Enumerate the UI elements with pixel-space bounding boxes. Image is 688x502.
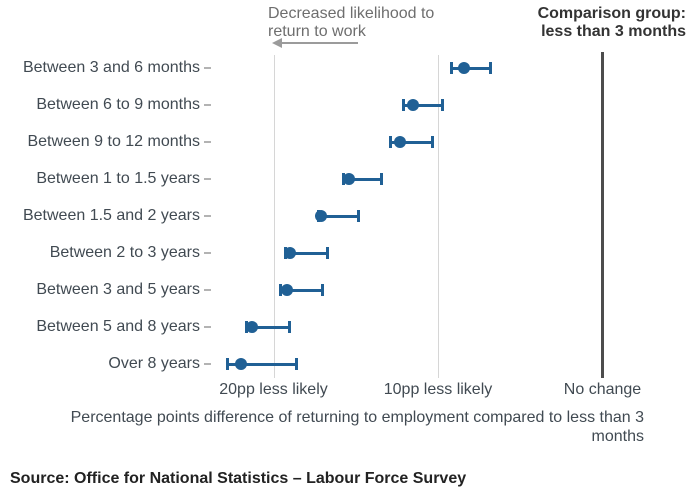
source-note: Source: Office for National Statistics –… [10, 470, 467, 487]
category-tick [204, 289, 211, 291]
category-tick [204, 363, 211, 365]
category-label: Between 9 to 12 months [27, 133, 200, 150]
ci-cap-low [341, 173, 345, 185]
ci-cap-high [488, 62, 492, 74]
category-tick [204, 104, 211, 106]
ci-cap-high [431, 136, 435, 148]
x-tick-label: No change [563, 381, 642, 398]
ci-cap-high [320, 284, 324, 296]
ci-whisker [403, 103, 443, 107]
ci-cap-high [287, 321, 291, 333]
ci-cap-high [380, 173, 384, 185]
left-arrow-line [281, 42, 358, 44]
annotation-line-2: return to work [268, 23, 366, 40]
x-axis-title-line-1: Percentage points difference of returnin… [70, 409, 644, 426]
data-point [234, 358, 247, 370]
category-tick [204, 67, 211, 69]
category-tick [204, 178, 211, 180]
ci-whisker [245, 325, 290, 329]
ci-whisker [390, 140, 434, 144]
comparison-group-label: Comparison group: less than 3 months [486, 5, 686, 41]
data-point [458, 62, 471, 74]
category-label: Between 6 to 9 months [36, 96, 200, 113]
data-point [246, 321, 259, 333]
left-arrow-icon [272, 38, 282, 48]
x-tick-label: 20pp less likely [219, 381, 328, 398]
ci-cap-low [389, 136, 393, 148]
gridline [273, 55, 275, 378]
category-label: Between 3 and 5 years [36, 281, 200, 298]
annotation-line-1: Decreased likelihood to [268, 5, 435, 22]
ci-cap-high [325, 247, 329, 259]
ci-cap-high [440, 99, 444, 111]
category-tick [204, 215, 211, 217]
ci-whisker [280, 288, 323, 292]
category-label: Between 5 and 8 years [36, 318, 200, 335]
data-point [394, 136, 407, 148]
category-label: Between 3 and 6 months [22, 59, 200, 76]
ci-whisker [317, 214, 360, 218]
data-point [343, 173, 356, 185]
ci-whisker [285, 251, 328, 255]
ci-cap-low [450, 62, 454, 74]
category-label: Between 1.5 and 2 years [22, 207, 200, 224]
ci-whisker [227, 362, 297, 366]
comparison-line-2: less than 3 months [541, 23, 686, 40]
ci-cap-high [357, 210, 361, 222]
x-axis-title: Percentage points difference of returnin… [0, 408, 644, 446]
zero-change-line [601, 52, 604, 378]
comparison-line-1: Comparison group: [537, 5, 686, 22]
gridline [438, 55, 439, 378]
category-tick [204, 141, 211, 143]
category-label: Over 8 years [108, 355, 200, 372]
ci-whisker [342, 177, 383, 181]
category-label: Between 2 to 3 years [49, 244, 200, 261]
ci-whisker [451, 66, 491, 70]
ci-cap-low [226, 358, 230, 370]
x-tick-label: 10pp less likely [383, 381, 493, 398]
category-label: Between 1 to 1.5 years [36, 170, 200, 187]
ci-cap-low [402, 99, 406, 111]
decreased-likelihood-annotation: Decreased likelihood to return to work [268, 5, 458, 41]
ci-cap-low [279, 284, 283, 296]
ci-cap-low [244, 321, 248, 333]
data-point [315, 210, 328, 222]
category-tick [204, 252, 211, 254]
data-point [283, 247, 296, 259]
data-point [280, 284, 293, 296]
x-axis-title-line-2: months [591, 428, 644, 445]
ci-cap-high [294, 358, 298, 370]
data-point [407, 99, 420, 111]
category-tick [204, 326, 211, 328]
